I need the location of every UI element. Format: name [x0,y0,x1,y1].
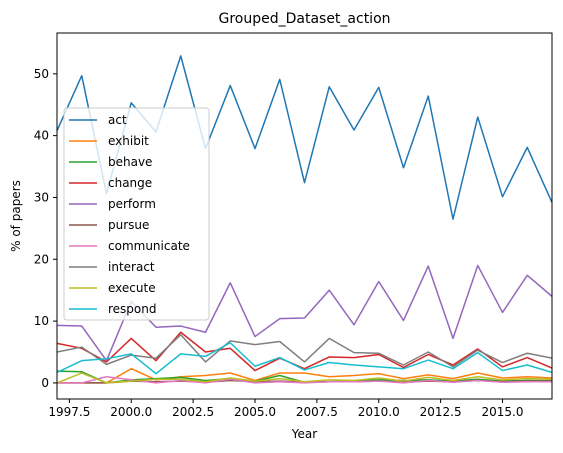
x-tick-label: 2010.0 [358,405,400,419]
legend-label-change: change [108,176,152,190]
series-line-change [57,331,552,372]
legend: act exhibit behave change perform pursue commu… [63,107,210,321]
x-tick-label: 1997.5 [48,405,90,419]
legend-label-exhibit: exhibit [108,134,149,148]
legend-label-respond: respond [108,302,157,316]
legend-label-act: act [108,113,127,127]
x-tick-label: 2015.0 [482,405,524,419]
x-tick-label: 2007.5 [296,405,338,419]
legend-label-interact: interact [108,260,155,274]
y-axis-title: % of papers [9,180,23,252]
plot-frame [56,32,553,400]
x-tick-label: 2002.5 [172,405,214,419]
y-tick-label: 40 [34,129,49,143]
legend-label-pursue: pursue [108,218,149,232]
x-axis: 1997.5 2000.0 2002.5 2005.0 2007.5 2010.0 2012… [48,399,524,419]
x-axis-title: Year [291,427,317,441]
series-line-respond [57,341,552,375]
legend-label-execute: execute [108,281,156,295]
legend-label-behave: behave [108,155,152,169]
y-axis: 0 10 20 30 40 50 [34,67,57,390]
legend-label-perform: perform [108,197,156,211]
plot-lines [57,55,552,384]
x-tick-label: 2005.0 [234,405,276,419]
y-tick-label: 10 [34,314,49,328]
series-line-execute [57,372,552,384]
legend-label-communicate: communicate [108,239,190,253]
x-tick-label: 2012.5 [420,405,462,419]
y-tick-label: 50 [34,67,49,81]
x-tick-label: 2000.0 [110,405,152,419]
y-tick-label: 30 [34,190,49,204]
y-tick-label: 20 [34,252,49,266]
series-line-exhibit [57,367,552,384]
chart-title: Grouped_Dataset_action [218,11,390,27]
series-line-interact [57,333,552,368]
y-tick-label: 0 [41,376,49,390]
legend-box [63,107,210,321]
